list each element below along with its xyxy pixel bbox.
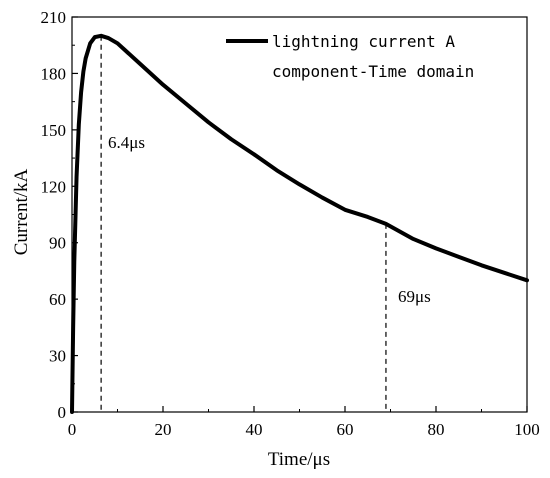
y-tick-label: 150 [41, 121, 67, 140]
y-tick-label: 30 [49, 347, 66, 366]
y-tick-label: 120 [41, 177, 67, 196]
series-line-lightning-current [70, 33, 529, 414]
x-tick-label: 0 [68, 420, 77, 439]
y-tick-label: 0 [58, 403, 67, 422]
x-tick-label: 60 [337, 420, 354, 439]
x-tick-label: 20 [155, 420, 172, 439]
x-tick-label: 40 [246, 420, 263, 439]
y-tick-label: 210 [41, 8, 67, 27]
y-tick-label: 90 [49, 234, 66, 253]
y-axis-title: Current/kA [11, 168, 32, 255]
ticks: 0 20 40 60 80 100 0 30 60 90 120 150 180 210 [41, 8, 540, 439]
annotation-guides [100, 35, 387, 412]
y-tick-label: 180 [41, 64, 67, 83]
peak-time-annotation: 6.4μs [108, 133, 145, 152]
x-tick-label: 100 [514, 420, 540, 439]
legend-label-line-1: lightning current A [272, 32, 455, 51]
legend-label-line-2: component-Time domain [272, 62, 474, 81]
x-tick-label: 80 [428, 420, 445, 439]
legend: lightning current A component-Time domai… [226, 32, 474, 81]
x-axis-title: Time/μs [268, 449, 330, 470]
y-tick-label: 60 [49, 290, 66, 309]
half-value-time-annotation: 69μs [398, 287, 431, 306]
